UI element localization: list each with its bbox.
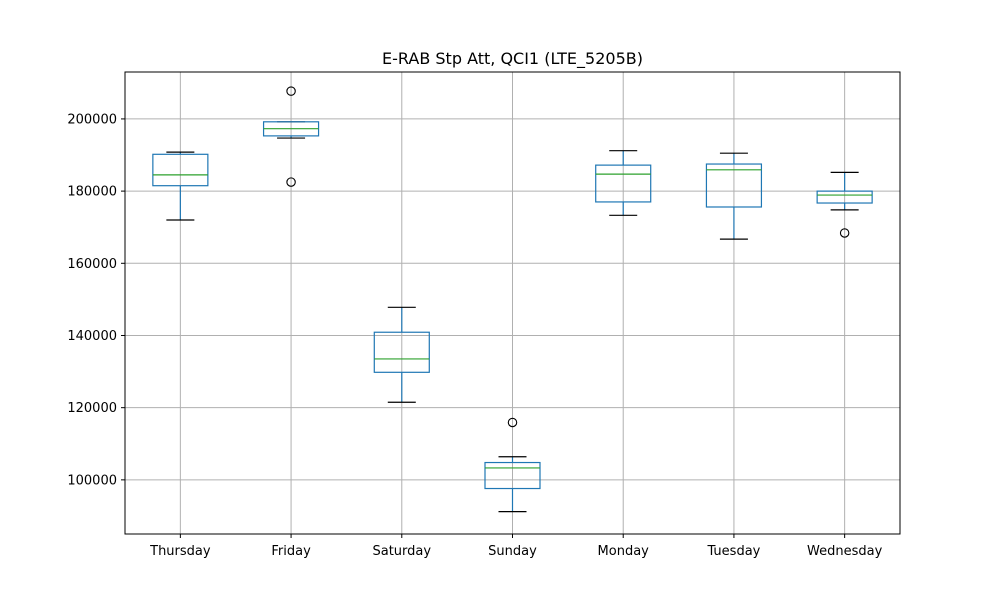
- box-group: [484, 417, 541, 513]
- box-layer: [152, 86, 873, 513]
- box-group: [373, 306, 430, 403]
- y-tick-label: 180000: [67, 185, 117, 200]
- box-iqr: [373, 331, 430, 373]
- box-group: [816, 171, 873, 238]
- x-tick-label: Thursday: [149, 544, 211, 559]
- x-tick-label: Saturday: [372, 544, 431, 559]
- y-tick-label: 200000: [67, 112, 117, 127]
- axis-layer: 100000 120000 140000 160000 180000 200000 Thur…: [67, 71, 901, 559]
- box-iqr: [152, 153, 209, 187]
- chart-title: E-RAB Stp Att, QCI1 (LTE_5205B): [382, 49, 643, 69]
- box-group: [595, 150, 652, 216]
- box-iqr: [595, 164, 652, 203]
- y-tick-label: 160000: [67, 257, 117, 272]
- x-tick-label: Friday: [271, 544, 311, 559]
- box-group: [705, 152, 763, 240]
- outlier-point: [507, 417, 518, 428]
- y-tick-label: 100000: [67, 473, 117, 488]
- x-tick-label: Monday: [598, 544, 650, 559]
- box-iqr: [705, 163, 763, 208]
- box-iqr: [816, 190, 873, 204]
- box-iqr: [484, 461, 541, 490]
- x-tick-label: Wednesday: [807, 544, 883, 559]
- y-tick-label: 120000: [67, 401, 117, 416]
- outlier-point: [839, 228, 850, 238]
- grid-layer: [125, 72, 900, 534]
- y-tick-label: 140000: [67, 329, 117, 344]
- box-group: [152, 151, 209, 221]
- x-tick-label: Sunday: [488, 544, 537, 559]
- x-tick-label: Tuesday: [706, 544, 760, 559]
- box-group: [262, 86, 320, 187]
- outlier-point: [286, 177, 296, 187]
- outlier-point: [286, 86, 296, 96]
